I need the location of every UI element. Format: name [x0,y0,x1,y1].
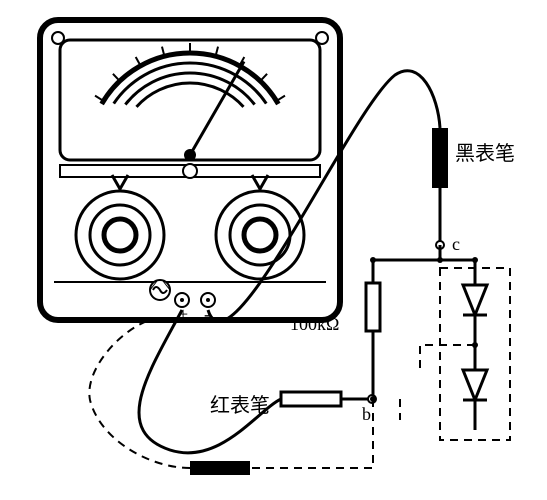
bottom-dashed-probe-body [190,461,250,475]
red-probe-label: 红表笔 [210,394,270,417]
diode-top-triangle [463,285,487,315]
needle-pivot [184,149,196,161]
junction-top-left [370,257,376,263]
resistor-100k [366,283,380,331]
dial-left-inner [104,219,136,251]
multimeter-diode-test-diagram: +-黑表笔红表笔c100kΩb [0,0,547,500]
port-plus-dot [180,298,184,302]
bridge-screw [183,164,197,178]
junction-mid-diodes [472,342,478,348]
black-probe-label: 黑表笔 [455,142,515,165]
resistor-label: 100kΩ [290,314,339,334]
mid-node-dashed [420,345,475,370]
red-probe-wire [139,310,281,453]
junction-top-right [472,257,478,263]
node-b-label: b [362,404,371,424]
meter-display [60,40,320,160]
black-probe-body [432,128,448,188]
port-minus-dot [206,298,210,302]
diode-bot-triangle [463,370,487,400]
bottom-dashed-tail [89,320,190,468]
junction-c-rail [437,257,443,263]
red-probe-body [281,392,341,406]
node-c-label: c [452,234,460,254]
dial-right-inner [244,219,276,251]
junction-b [370,396,376,402]
